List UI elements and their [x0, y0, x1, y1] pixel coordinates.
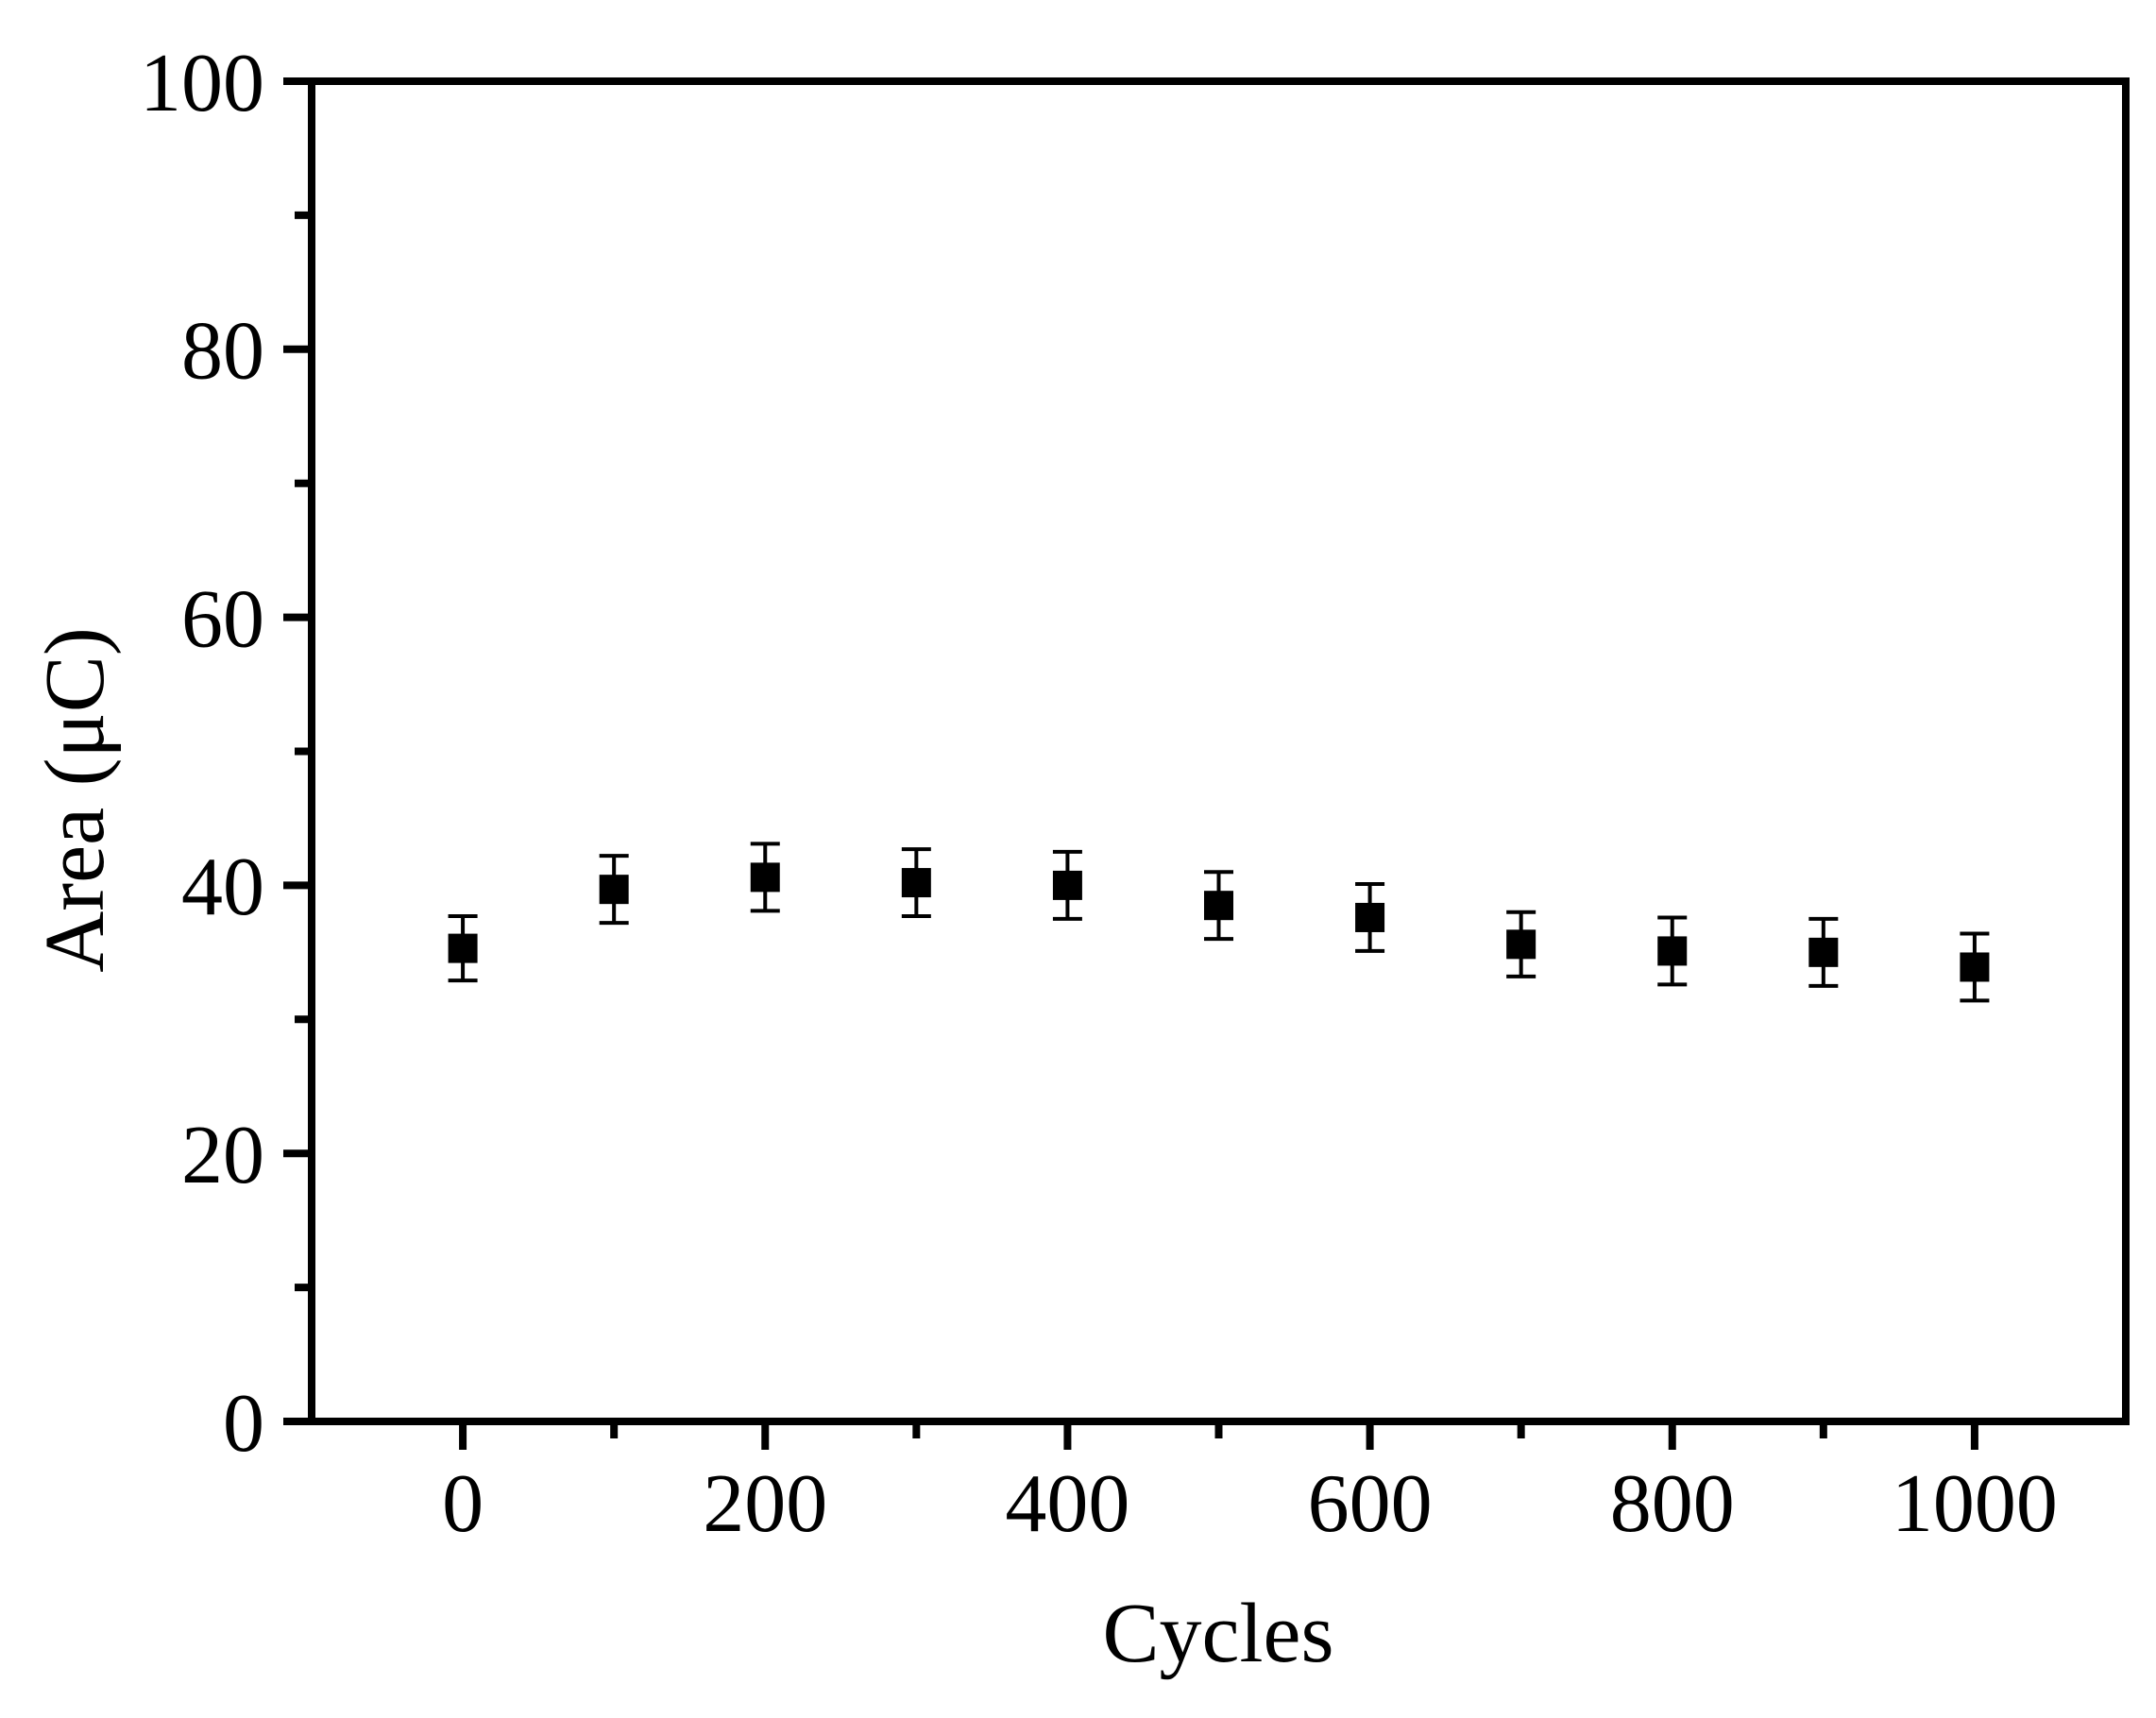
data-point: [599, 854, 629, 926]
data-point-marker: [1204, 891, 1233, 921]
y-tick-label: 0: [223, 1378, 264, 1470]
data-point: [448, 914, 478, 983]
data-point: [1808, 916, 1839, 988]
data-point-marker: [901, 868, 931, 898]
data-point-marker: [750, 862, 780, 893]
data-point-marker: [599, 875, 629, 905]
y-tick-label: 60: [181, 573, 264, 665]
data-point: [1052, 849, 1082, 921]
data-point: [1657, 915, 1688, 987]
plot-frame: [308, 77, 2130, 1425]
x-tick-label: 800: [1610, 1458, 1735, 1550]
y-tick-label: 80: [181, 306, 264, 398]
data-point: [1204, 870, 1233, 942]
y-tick-label: 100: [140, 38, 264, 129]
data-point-marker: [1960, 952, 1990, 982]
x-tick-label: 0: [442, 1458, 484, 1550]
data-point-marker: [1506, 929, 1536, 960]
x-tick-label: 600: [1308, 1458, 1433, 1550]
data-point-marker: [448, 933, 478, 963]
x-tick-label: 1000: [1892, 1458, 2058, 1550]
data-point: [1960, 931, 1990, 1003]
data-point-marker: [1657, 936, 1688, 966]
data-point: [750, 842, 780, 913]
data-point: [1355, 881, 1385, 953]
y-tick-label: 20: [181, 1110, 264, 1201]
y-tick-label: 40: [181, 842, 264, 933]
x-tick-label: 400: [1005, 1458, 1129, 1550]
data-point-marker: [1355, 902, 1385, 932]
x-axis-title: Cycles: [1102, 1587, 1334, 1680]
data-point: [901, 847, 931, 919]
x-tick-label: 200: [703, 1458, 827, 1550]
data-point: [1506, 910, 1536, 978]
data-point-marker: [1808, 937, 1839, 967]
y-axis-title: Area (μC): [28, 627, 122, 973]
data-point-marker: [1052, 870, 1082, 900]
